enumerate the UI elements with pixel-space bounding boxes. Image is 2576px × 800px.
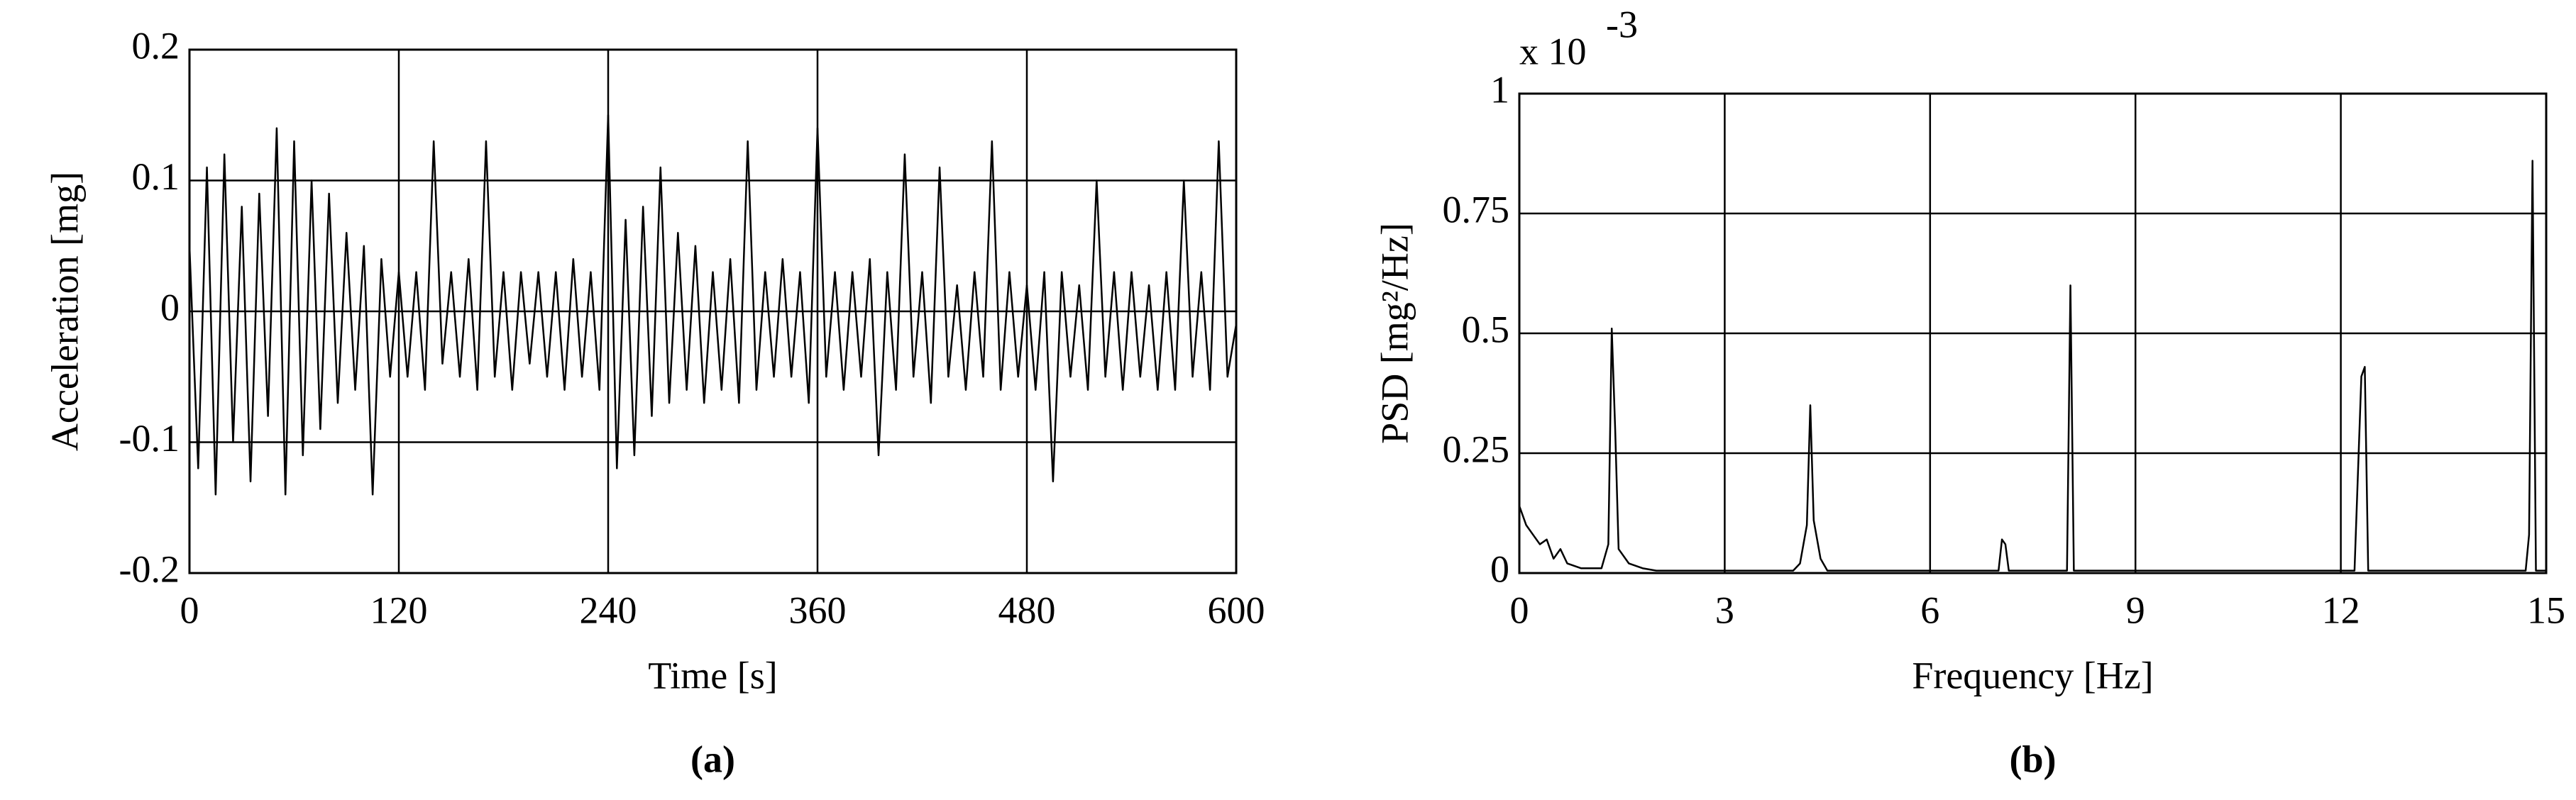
x-tick-label: 0: [1510, 589, 1529, 631]
data-line: [188, 114, 1238, 496]
x-tick-label: 15: [2527, 589, 2565, 631]
y-tick-label: 0.25: [1443, 428, 1510, 470]
x-tick-label: 240: [580, 589, 637, 631]
y-axis-label: PSD [mg²/Hz]: [1373, 223, 1416, 444]
y-tick-label: -0.2: [119, 548, 180, 590]
x-axis-label: Time [s]: [648, 654, 778, 696]
y-tick-label: 0.1: [132, 155, 180, 198]
x-tick-label: 360: [789, 589, 847, 631]
y-tick-label: 0.75: [1443, 188, 1510, 230]
x-tick-label: 12: [2322, 589, 2360, 631]
axis-multiplier: x 10: [1519, 30, 1587, 72]
x-tick-label: 6: [1920, 589, 1939, 631]
y-axis-label: Acceleration [mg]: [43, 172, 86, 451]
y-tick-label: 1: [1490, 68, 1509, 111]
x-tick-label: 0: [180, 589, 199, 631]
x-tick-label: 120: [370, 589, 428, 631]
x-axis-label: Frequency [Hz]: [1912, 654, 2153, 696]
axis-multiplier-exponent: -3: [1606, 3, 1638, 45]
x-tick-label: 600: [1208, 589, 1265, 631]
x-tick-label: 480: [998, 589, 1056, 631]
plot-frame: [188, 48, 1238, 574]
y-tick-label: 0.2: [132, 24, 180, 67]
caption: (a): [690, 738, 735, 780]
caption: (b): [2010, 738, 2057, 780]
x-tick-label: 3: [1715, 589, 1734, 631]
plot-frame: [1518, 92, 2548, 574]
y-tick-label: 0: [160, 286, 180, 328]
y-tick-label: 0: [1490, 548, 1509, 590]
y-tick-label: -0.1: [119, 417, 180, 460]
y-tick-label: 0.5: [1462, 308, 1510, 350]
x-tick-label: 9: [2126, 589, 2145, 631]
data-line: [1518, 160, 2546, 572]
